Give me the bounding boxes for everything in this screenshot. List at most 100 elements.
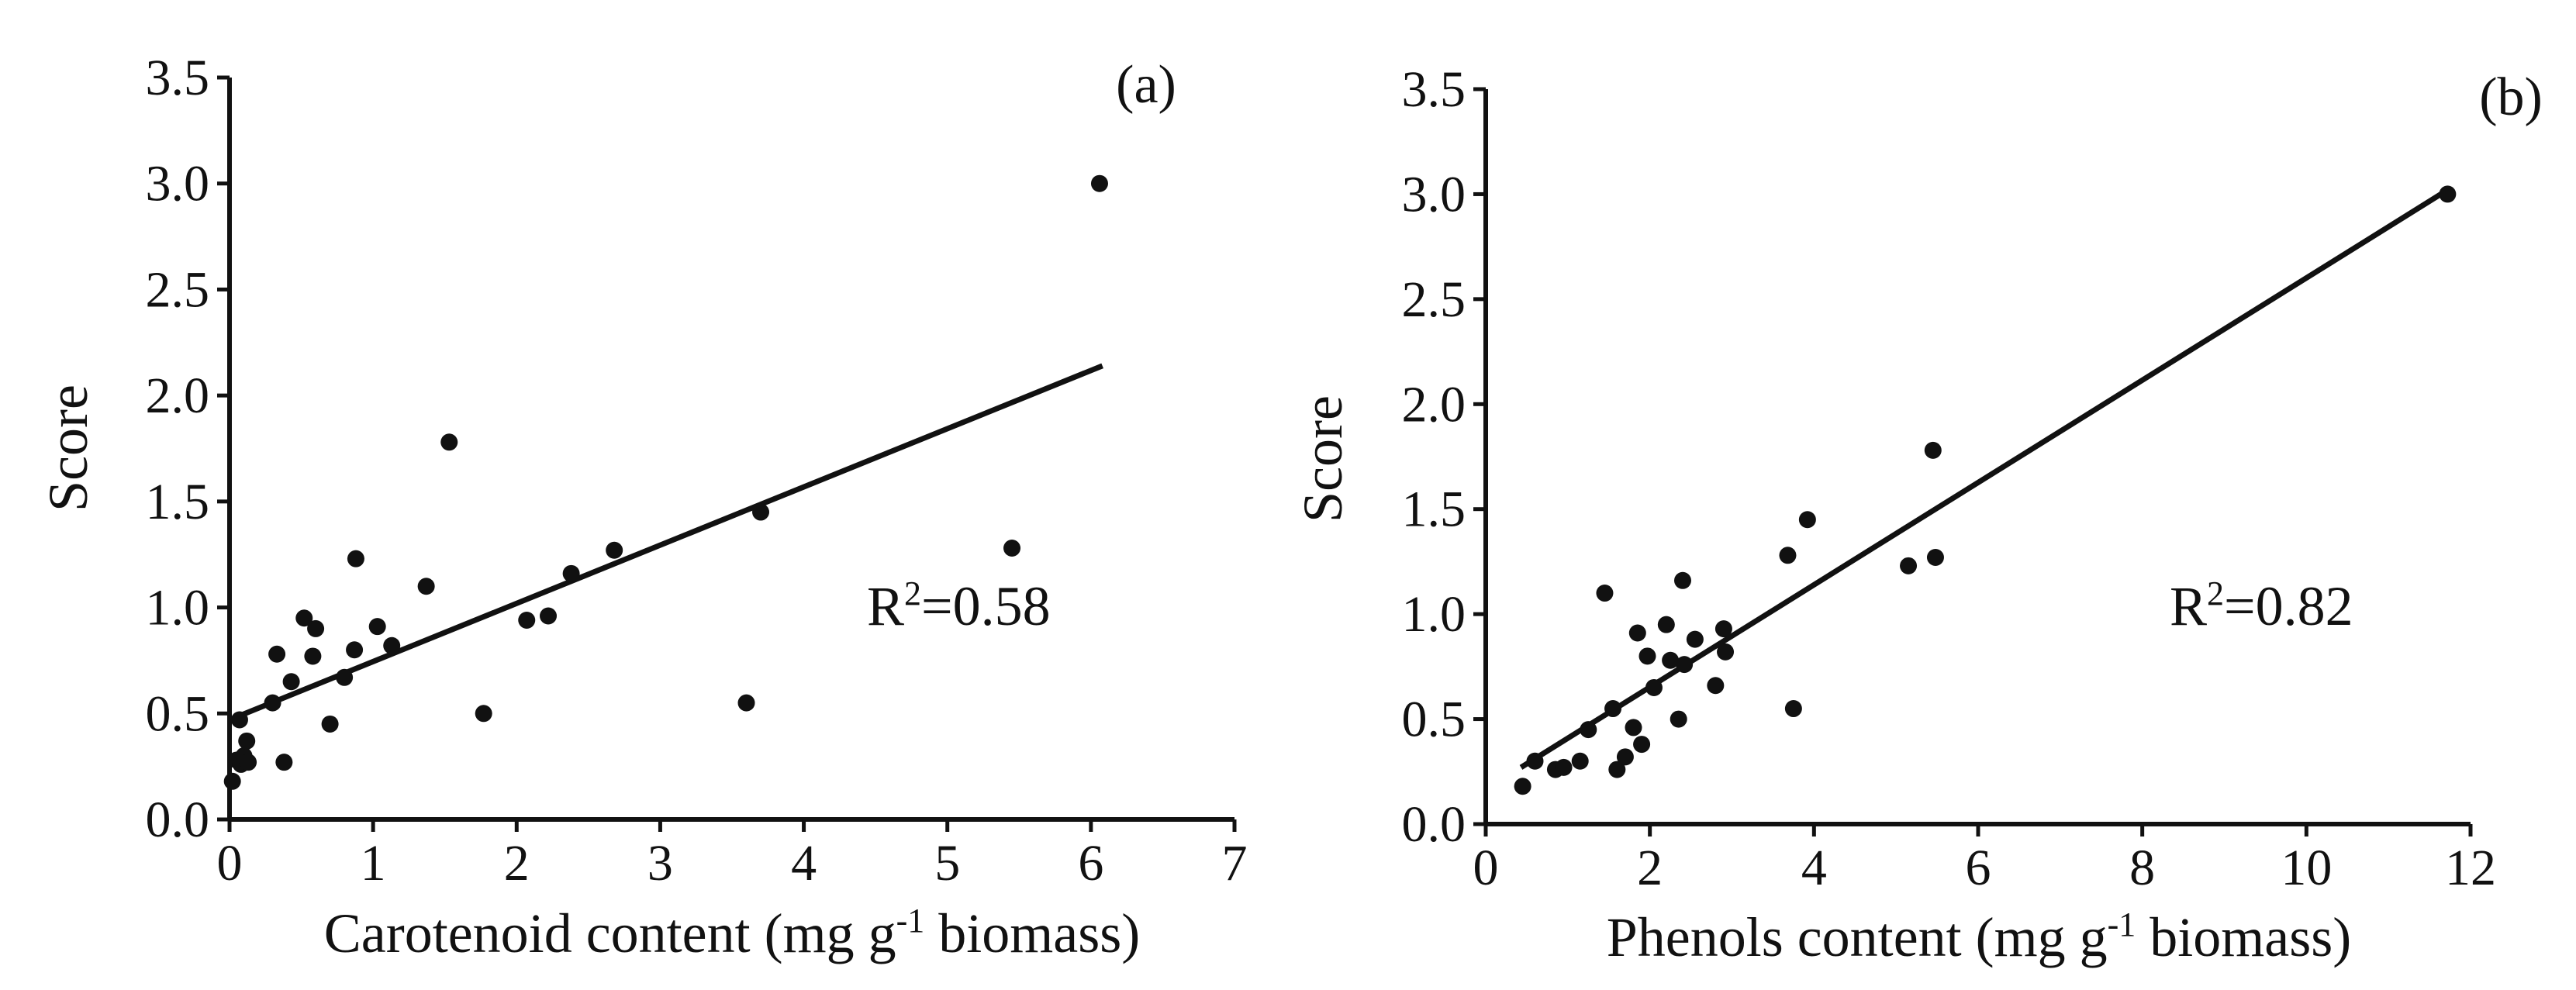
data-point <box>1571 752 1589 770</box>
data-point <box>1616 748 1634 766</box>
data-point <box>238 732 256 750</box>
data-point <box>1717 643 1735 661</box>
panel-label: (b) <box>2479 67 2543 127</box>
data-point <box>1657 616 1675 633</box>
data-point <box>417 578 435 595</box>
data-point <box>1633 736 1651 754</box>
x-tick-label: 8 <box>2129 840 2155 896</box>
data-point <box>1926 549 1944 567</box>
x-tick-label: 7 <box>1222 835 1248 892</box>
data-point <box>562 564 580 582</box>
data-point <box>275 754 293 771</box>
data-point <box>1608 761 1626 778</box>
x-tick-label: 12 <box>2445 840 2496 896</box>
data-point <box>1707 677 1725 695</box>
y-tick-label: 0.0 <box>1402 796 1466 853</box>
data-point <box>1662 651 1680 669</box>
r-squared-superscript: 2 <box>2207 574 2224 612</box>
data-point <box>752 503 770 521</box>
data-point <box>383 636 401 654</box>
data-point <box>268 645 286 663</box>
y-tick-label: 1.0 <box>1402 586 1466 643</box>
r-squared-value: =0.82 <box>2224 575 2353 637</box>
y-tick-label: 1.5 <box>1402 481 1466 538</box>
r-squared-value: =0.58 <box>921 575 1051 637</box>
data-point <box>2439 185 2457 203</box>
data-point <box>1924 441 1942 459</box>
data-point <box>1555 758 1573 776</box>
data-point <box>1596 585 1614 602</box>
x-tick-label: 6 <box>1966 840 1991 896</box>
data-point <box>282 673 300 691</box>
data-point <box>1779 547 1797 564</box>
data-point <box>1714 620 1732 638</box>
y-tick-label: 0.5 <box>146 685 210 742</box>
data-point <box>606 541 623 559</box>
data-point <box>440 433 458 451</box>
x-axis-title: Phenols content (mg g-1 biomass) <box>1607 905 2352 968</box>
x-tick-label: 3 <box>647 835 673 892</box>
y-tick-label: 3.5 <box>146 50 210 106</box>
data-point <box>336 668 354 686</box>
y-tick-label: 3.0 <box>146 156 210 212</box>
x-tick-label: 0 <box>1473 840 1499 896</box>
x-axis-title-main: Carotenoid content (mg g <box>324 902 896 964</box>
r-squared-prefix: R <box>867 575 904 637</box>
x-axis-title-tail: biomass) <box>924 902 1140 964</box>
panel-b-phenols: 0.00.51.01.52.02.53.03.50 2 4 6 8 10 12(b)R2=0… <box>1292 61 2543 968</box>
data-point <box>1090 174 1108 192</box>
data-point <box>1645 678 1663 696</box>
data-point <box>1784 700 1802 718</box>
data-point <box>240 754 257 771</box>
data-point <box>475 705 492 723</box>
x-tick-label: 10 <box>2281 840 2332 896</box>
data-point <box>1514 778 1531 795</box>
panel-label: (a) <box>1116 55 1176 115</box>
data-point <box>264 694 281 712</box>
r-squared-annotation: R2=0.58 <box>867 574 1051 637</box>
data-point <box>347 550 364 567</box>
x-axis-title-tail: biomass) <box>2136 906 2351 968</box>
data-point <box>223 772 241 790</box>
x-axis-title-main: Phenols content (mg g <box>1607 906 2108 968</box>
y-tick-label: 2.0 <box>1402 376 1466 433</box>
regression-line <box>1519 188 2450 770</box>
r-squared-superscript: 2 <box>904 574 921 612</box>
data-point <box>321 715 339 733</box>
x-tick-label: 1 <box>361 835 386 892</box>
y-tick-label: 3.0 <box>1402 166 1466 222</box>
y-axis-title: Score <box>37 385 99 512</box>
x-axis-title: Carotenoid content (mg g-1 biomass) <box>324 902 1140 964</box>
y-tick-label: 2.5 <box>146 261 210 318</box>
data-point <box>1798 511 1816 529</box>
data-point <box>1686 630 1704 648</box>
data-point <box>1604 700 1622 718</box>
data-point <box>295 609 313 627</box>
y-tick-label: 1.5 <box>146 474 210 530</box>
x-tick-label: 2 <box>504 835 530 892</box>
data-point <box>1676 656 1694 674</box>
data-point <box>307 619 325 637</box>
x-axis-title-superscript: -1 <box>2108 905 2136 943</box>
data-point <box>1638 647 1656 665</box>
x-tick-label: 4 <box>791 835 817 892</box>
data-point <box>230 711 248 729</box>
x-tick-label: 2 <box>1637 840 1663 896</box>
data-point <box>1003 540 1021 557</box>
y-axis-title: Score <box>1292 395 1354 523</box>
data-point <box>1900 557 1918 574</box>
panel-a-carotenoid: 0.00.51.01.52.02.53.03.50 1 2 3 4 5 6 7(a)R2=0.… <box>37 50 1248 964</box>
y-tick-label: 1.0 <box>146 580 210 636</box>
data-point <box>540 607 558 625</box>
x-tick-label: 5 <box>934 835 960 892</box>
y-tick-label: 2.5 <box>1402 271 1466 328</box>
y-tick-label: 0.0 <box>146 792 210 848</box>
data-point <box>737 694 755 712</box>
data-point <box>304 647 322 665</box>
data-point <box>1625 719 1642 736</box>
x-tick-label: 6 <box>1078 835 1103 892</box>
data-point <box>368 618 386 636</box>
data-point <box>1670 710 1687 728</box>
data-point <box>1674 571 1691 589</box>
